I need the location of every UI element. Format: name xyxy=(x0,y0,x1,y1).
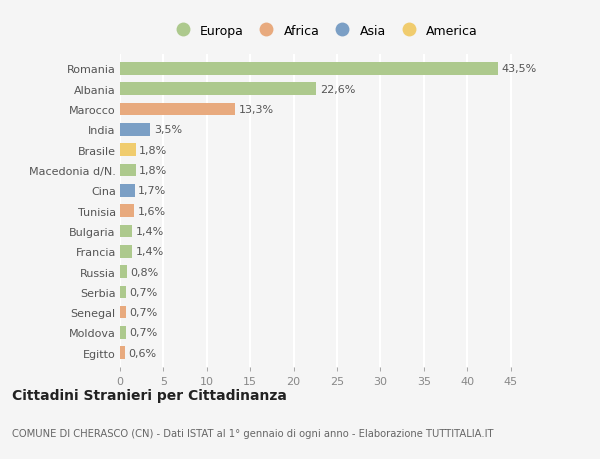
Text: 1,8%: 1,8% xyxy=(139,166,167,176)
Legend: Europa, Africa, Asia, America: Europa, Africa, Asia, America xyxy=(167,22,481,40)
Bar xyxy=(120,104,235,116)
Bar xyxy=(120,326,126,339)
Text: 22,6%: 22,6% xyxy=(320,84,355,95)
Text: 13,3%: 13,3% xyxy=(239,105,274,115)
Bar xyxy=(120,246,132,258)
Bar xyxy=(120,83,316,96)
Text: 0,7%: 0,7% xyxy=(130,287,158,297)
Bar xyxy=(120,124,151,136)
Text: 43,5%: 43,5% xyxy=(501,64,536,74)
Bar xyxy=(120,164,136,177)
Text: 3,5%: 3,5% xyxy=(154,125,182,135)
Text: 0,8%: 0,8% xyxy=(130,267,158,277)
Bar xyxy=(120,225,132,238)
Bar xyxy=(120,63,497,76)
Text: 0,7%: 0,7% xyxy=(130,328,158,338)
Bar xyxy=(120,205,134,218)
Text: 0,6%: 0,6% xyxy=(128,348,157,358)
Bar xyxy=(120,266,127,278)
Bar xyxy=(120,185,135,197)
Text: 1,4%: 1,4% xyxy=(136,226,164,236)
Text: Cittadini Stranieri per Cittadinanza: Cittadini Stranieri per Cittadinanza xyxy=(12,388,287,403)
Text: 0,7%: 0,7% xyxy=(130,308,158,318)
Text: 1,8%: 1,8% xyxy=(139,146,167,155)
Bar xyxy=(120,286,126,298)
Bar xyxy=(120,347,125,359)
Bar xyxy=(120,144,136,157)
Text: COMUNE DI CHERASCO (CN) - Dati ISTAT al 1° gennaio di ogni anno - Elaborazione T: COMUNE DI CHERASCO (CN) - Dati ISTAT al … xyxy=(12,428,493,438)
Text: 1,7%: 1,7% xyxy=(138,186,166,196)
Bar xyxy=(120,306,126,319)
Text: 1,4%: 1,4% xyxy=(136,246,164,257)
Text: 1,6%: 1,6% xyxy=(137,206,166,216)
